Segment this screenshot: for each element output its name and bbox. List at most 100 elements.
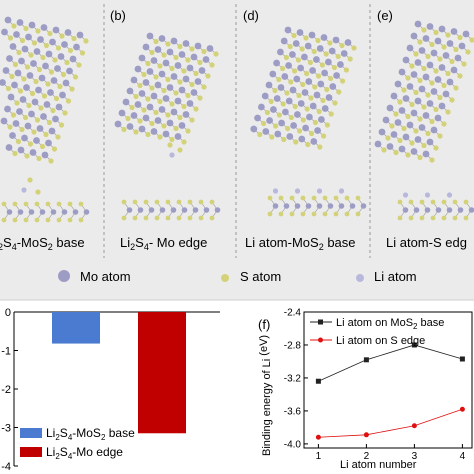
- mo-atom: [25, 33, 32, 41]
- mo-atom: [325, 94, 333, 101]
- s-atom: [283, 54, 289, 61]
- s-atom: [29, 90, 36, 97]
- s-atom: [381, 147, 387, 153]
- mo-atom: [203, 207, 210, 213]
- s-atom: [141, 71, 147, 78]
- s-atom: [78, 201, 84, 207]
- mo-atom: [340, 50, 348, 57]
- mo-atom: [178, 122, 186, 129]
- mo-atom: [28, 209, 35, 215]
- mo-atom: [438, 25, 446, 33]
- mo-atom: [402, 133, 410, 141]
- mo-atom: [394, 119, 402, 126]
- mo-atom: [159, 207, 166, 213]
- series-line-1: [318, 344, 463, 382]
- mo-atom: [446, 40, 454, 47]
- li-atom: [424, 192, 431, 198]
- molecular-structures: [0, 16, 474, 223]
- s-atom: [125, 115, 131, 122]
- s-atom: [311, 195, 317, 201]
- s-atom: [169, 136, 175, 143]
- mo-atom: [280, 37, 288, 45]
- s-atom: [41, 93, 48, 99]
- s-atom: [336, 89, 342, 95]
- s-atom: [429, 157, 435, 163]
- mo-atom: [438, 64, 446, 71]
- s-atom: [322, 211, 328, 217]
- mo-atom: [426, 138, 434, 146]
- mo-atom: [190, 89, 198, 96]
- s-atom: [417, 116, 423, 122]
- mo-atom: [148, 207, 155, 213]
- mo-atom-label: Mo atom: [80, 269, 131, 284]
- s-atom: [17, 88, 24, 94]
- mo-atom: [426, 23, 434, 30]
- s-atom: [278, 195, 284, 201]
- s-atom: [181, 139, 187, 145]
- mo-atom: [290, 122, 297, 129]
- line-legend-label-2: Li atom on S edge: [336, 335, 425, 347]
- s-atom: [437, 133, 443, 139]
- s-atom: [469, 37, 474, 43]
- s-atom: [320, 97, 326, 104]
- s-atom: [157, 98, 163, 105]
- mo-atom: [297, 100, 305, 107]
- mo-atom: [285, 97, 293, 105]
- s-atom: [27, 177, 33, 183]
- s-atom: [153, 38, 159, 45]
- s-atom: [71, 35, 77, 42]
- mo-atom: [138, 90, 146, 97]
- s-atom: [72, 74, 79, 80]
- bar-y-tick-label: -4: [1, 461, 11, 473]
- mo-atom: [414, 136, 422, 143]
- s-atom: [293, 139, 299, 145]
- mo-atom: [422, 73, 430, 81]
- s-atom: [292, 68, 298, 74]
- mo-atom: [59, 91, 66, 99]
- line-legend-marker-1: [318, 319, 323, 325]
- s-atom: [36, 66, 43, 73]
- mo-atom: [4, 105, 11, 113]
- s-atom: [55, 134, 61, 140]
- s-atom: [12, 217, 18, 223]
- mo-atom: [178, 86, 186, 94]
- mo-atom: [2, 67, 10, 74]
- mo-atom: [418, 85, 426, 93]
- mo-atom: [289, 86, 297, 94]
- s-atom: [315, 37, 321, 44]
- mo-atom: [24, 122, 32, 130]
- mo-atom: [434, 37, 442, 45]
- mo-atom: [158, 106, 166, 113]
- s-atom: [429, 41, 435, 48]
- s-atom: [452, 215, 458, 221]
- s-atom: [288, 79, 294, 85]
- mo-atom: [194, 78, 202, 85]
- s-atom: [441, 199, 447, 205]
- mo-atom: [162, 59, 170, 67]
- s-atom: [165, 199, 171, 205]
- s-atom: [185, 92, 191, 99]
- mo-atom: [192, 207, 199, 213]
- s-atom: [289, 195, 295, 201]
- s-atom: [19, 126, 25, 133]
- s-atom: [408, 199, 414, 205]
- line-series: [315, 342, 465, 440]
- s-atom: [1, 217, 7, 223]
- s-atom: [12, 150, 18, 157]
- mo-atom: [126, 207, 133, 213]
- mo-atom: [320, 34, 328, 41]
- mo-atom: [301, 89, 309, 96]
- mo-atom: [150, 92, 158, 100]
- s-atom: [319, 62, 325, 68]
- s-atom: [133, 93, 139, 100]
- mo-atom: [0, 79, 6, 86]
- panel-letter-d: (d): [243, 8, 259, 23]
- mo-atom: [378, 128, 386, 136]
- li-atom: [316, 188, 323, 194]
- mo-atom: [286, 133, 294, 140]
- mo-atom: [289, 51, 296, 58]
- mo-atom: [418, 47, 426, 54]
- mo-atom: [186, 64, 194, 72]
- mo-atom: [270, 106, 277, 113]
- li-atom: [294, 188, 301, 194]
